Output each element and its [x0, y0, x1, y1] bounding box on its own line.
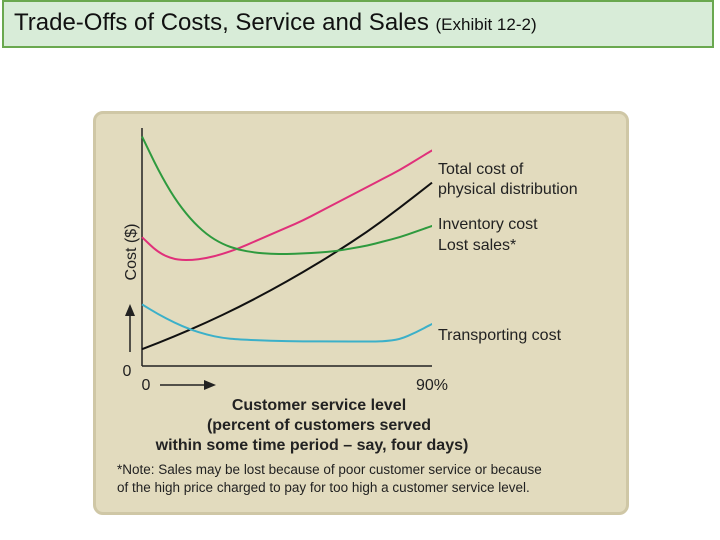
series-line-total — [141, 149, 433, 261]
series-label-transport: Transporting cost — [438, 327, 562, 344]
series-label-lost-sales: Lost sales* — [438, 237, 516, 254]
x-axis-label-line-3: within some time period – say, four days… — [155, 437, 469, 454]
y-arrow-head — [125, 304, 135, 316]
x-tick-0: 0 — [142, 377, 151, 394]
series-label-total-line-2: physical distribution — [438, 181, 578, 198]
series-label-inventory: Inventory cost — [438, 216, 538, 233]
series-label-total-line-1: Total cost of — [438, 161, 524, 178]
note-line-1: *Note: Sales may be lost because of poor… — [117, 462, 542, 477]
y-axis-label: Cost ($) — [123, 224, 140, 281]
note-line-2: of the high price charged to pay for too… — [117, 480, 530, 495]
x-tick-90: 90% — [416, 377, 448, 394]
series-line-lost — [141, 135, 433, 256]
x-axis-label-line-2: (percent of customers served — [207, 417, 431, 434]
x-arrow-head — [204, 380, 216, 390]
chart-panel — [93, 111, 629, 515]
series-line-inventory — [141, 181, 433, 351]
y-tick-0: 0 — [123, 363, 132, 380]
x-axis-label-line-1: Customer service level — [232, 397, 406, 414]
series-line-transport — [141, 303, 433, 343]
series-layer — [141, 135, 433, 351]
page-subtitle: (Exhibit 12-2) — [435, 15, 537, 34]
title-bar: Trade-Offs of Costs, Service and Sales (… — [2, 0, 714, 48]
page-title: Trade-Offs of Costs, Service and Sales (… — [14, 9, 537, 37]
page-title-text: Trade-Offs of Costs, Service and Sales — [14, 9, 429, 36]
